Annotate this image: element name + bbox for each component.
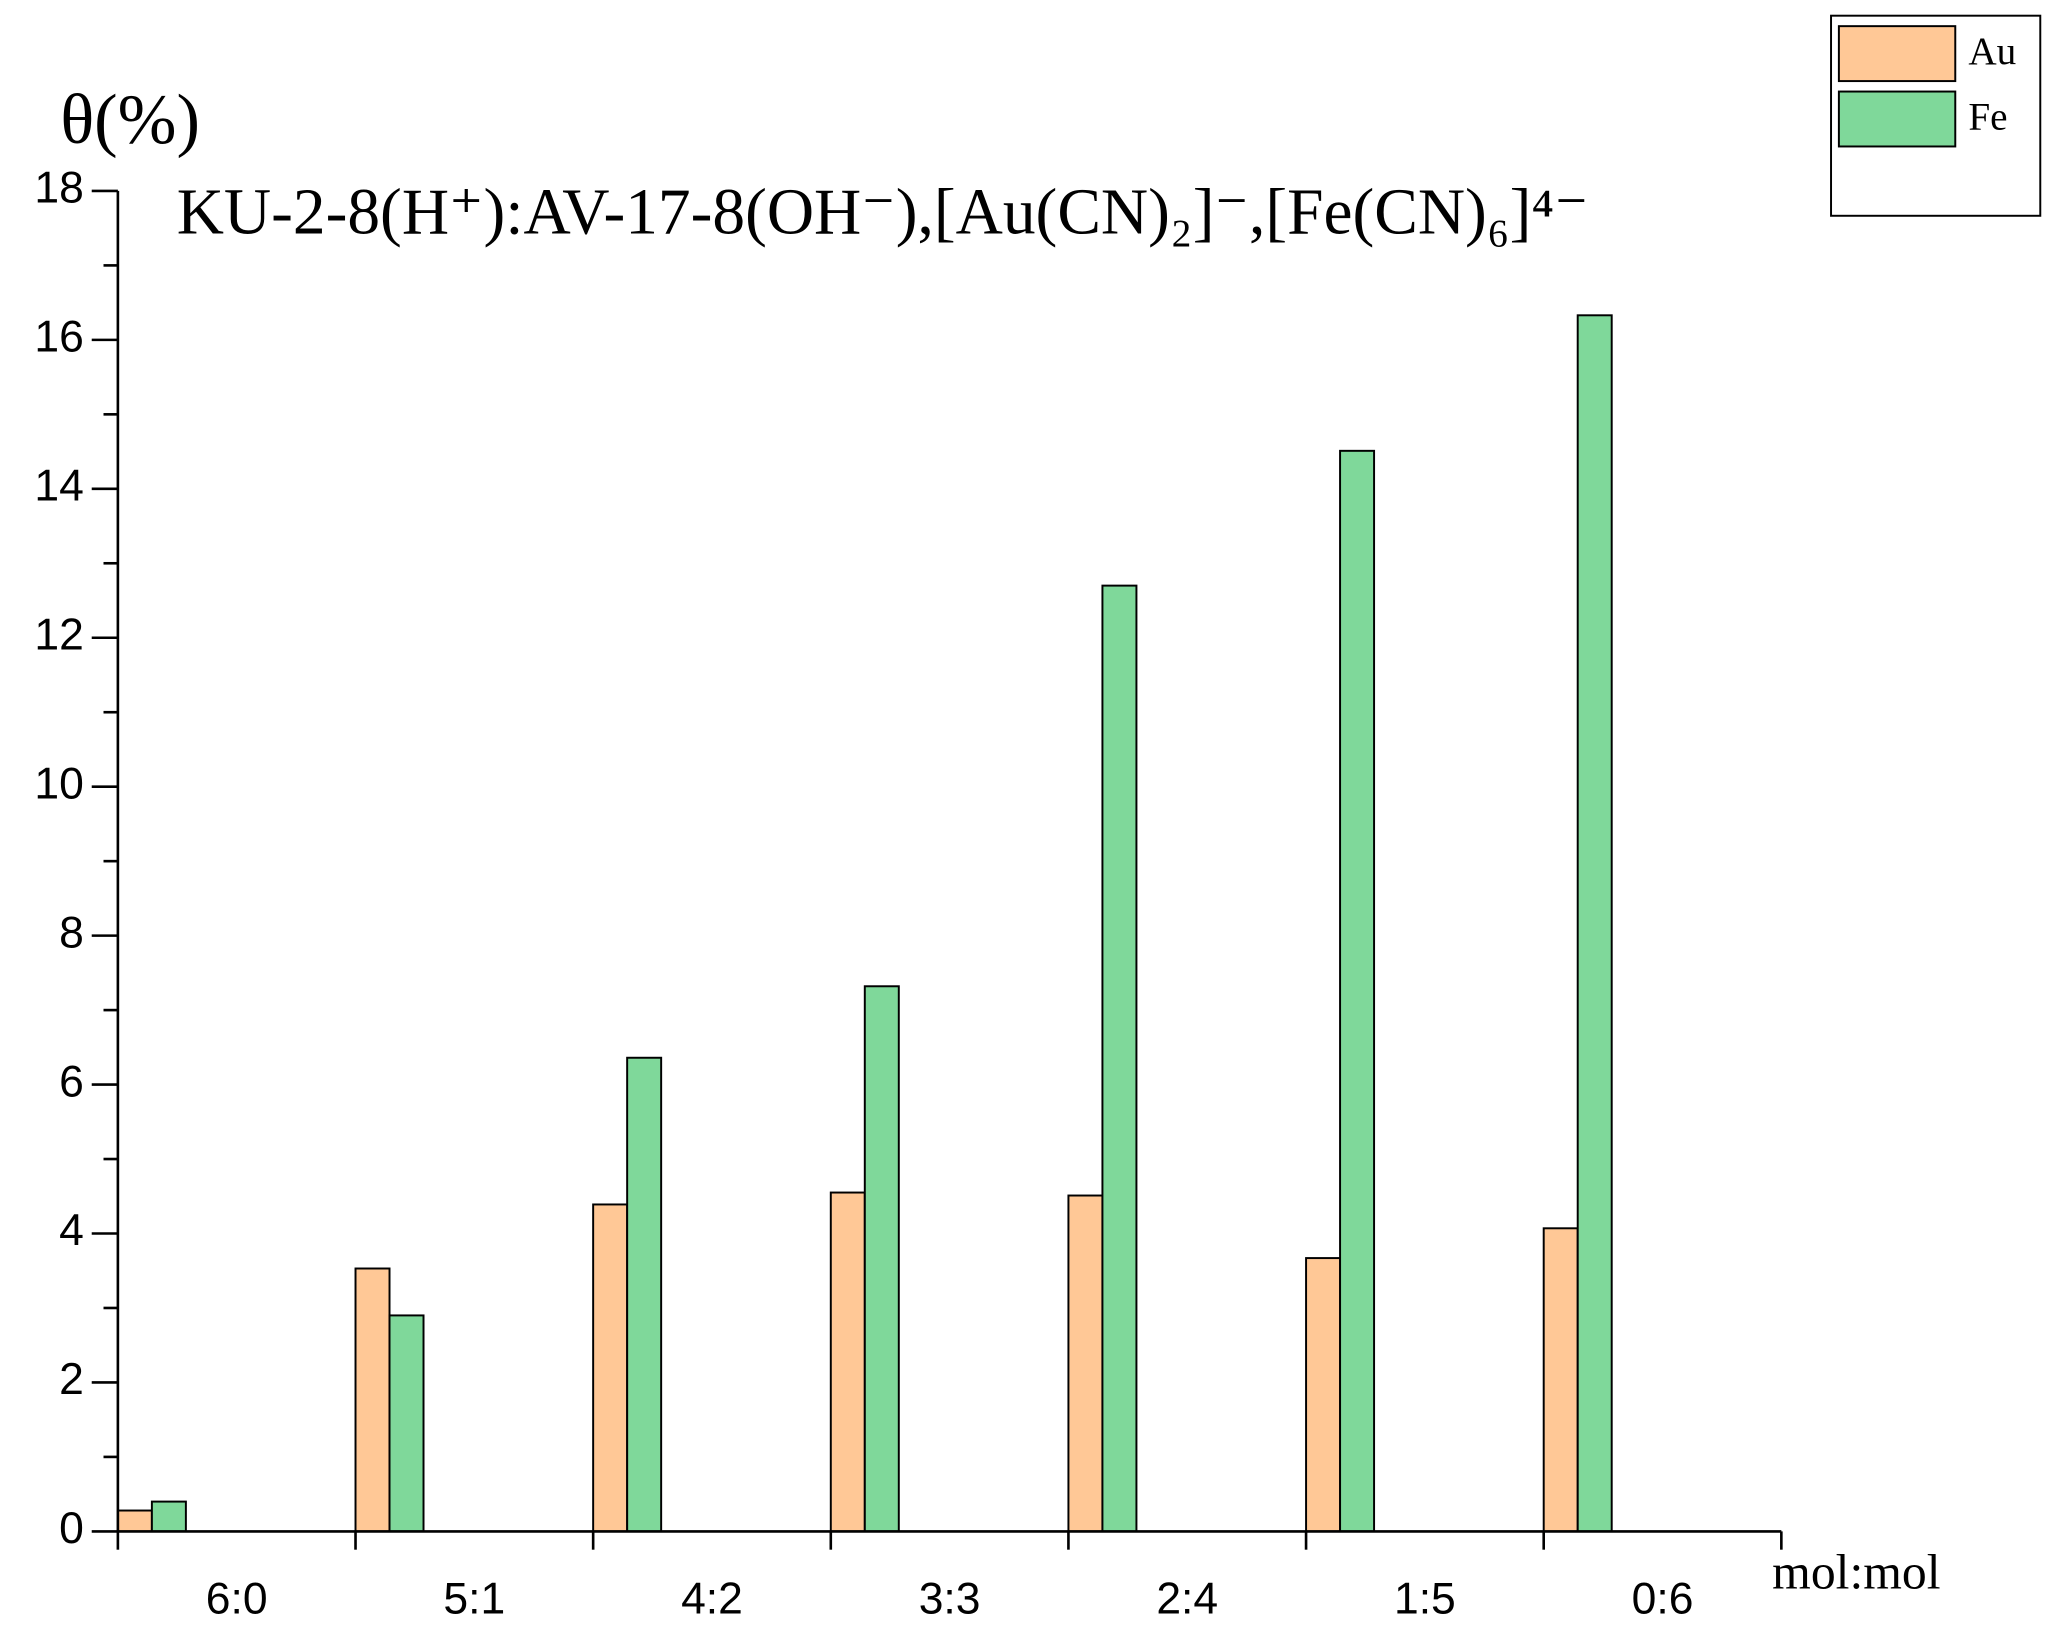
- y-tick-label: 18: [34, 164, 83, 213]
- y-tick-label: 16: [34, 313, 83, 362]
- y-tick-label: 2: [59, 1355, 84, 1404]
- y-tick-label: 14: [34, 462, 83, 511]
- x-tick-label: 0:6: [1632, 1575, 1694, 1624]
- bar: [116, 1509, 153, 1533]
- bar: [354, 1267, 391, 1533]
- legend-label: Fe: [1968, 95, 2007, 138]
- legend-swatch: [1837, 90, 1957, 148]
- y-tick-label: 6: [59, 1057, 84, 1106]
- y-tick-label: 10: [34, 759, 83, 808]
- chart-title: KU-2-8(H⁺):AV-17-8(OH⁻),[Au(CN)₂]⁻,[Fe(C…: [177, 176, 1589, 248]
- x-tick-label: 5:1: [443, 1575, 505, 1624]
- bar: [1339, 449, 1376, 1533]
- y-tick-label: 8: [59, 908, 84, 957]
- bar: [1305, 1257, 1342, 1533]
- bar: [1576, 314, 1613, 1533]
- legend-label: Au: [1968, 30, 2016, 73]
- bar: [1542, 1227, 1579, 1533]
- bar: [1101, 584, 1138, 1533]
- x-tick-label: 1:5: [1394, 1575, 1456, 1624]
- y-tick-label: 4: [59, 1206, 84, 1255]
- y-axis-label: θ(%): [60, 81, 200, 159]
- bar: [829, 1191, 866, 1533]
- x-tick-label: 3:3: [919, 1575, 981, 1624]
- bar: [1067, 1194, 1104, 1533]
- legend-swatch: [1837, 25, 1957, 83]
- bar: [863, 985, 900, 1533]
- x-axis-label: mol:mol: [1772, 1545, 1940, 1600]
- bar: [150, 1500, 187, 1533]
- bar: [388, 1314, 425, 1533]
- y-tick-label: 12: [34, 610, 83, 659]
- bar: [592, 1203, 629, 1533]
- x-tick-label: 4:2: [681, 1575, 743, 1624]
- bar: [626, 1056, 663, 1533]
- y-tick-label: 0: [59, 1504, 84, 1553]
- x-tick-label: 6:0: [206, 1575, 268, 1624]
- x-tick-label: 2:4: [1156, 1575, 1218, 1624]
